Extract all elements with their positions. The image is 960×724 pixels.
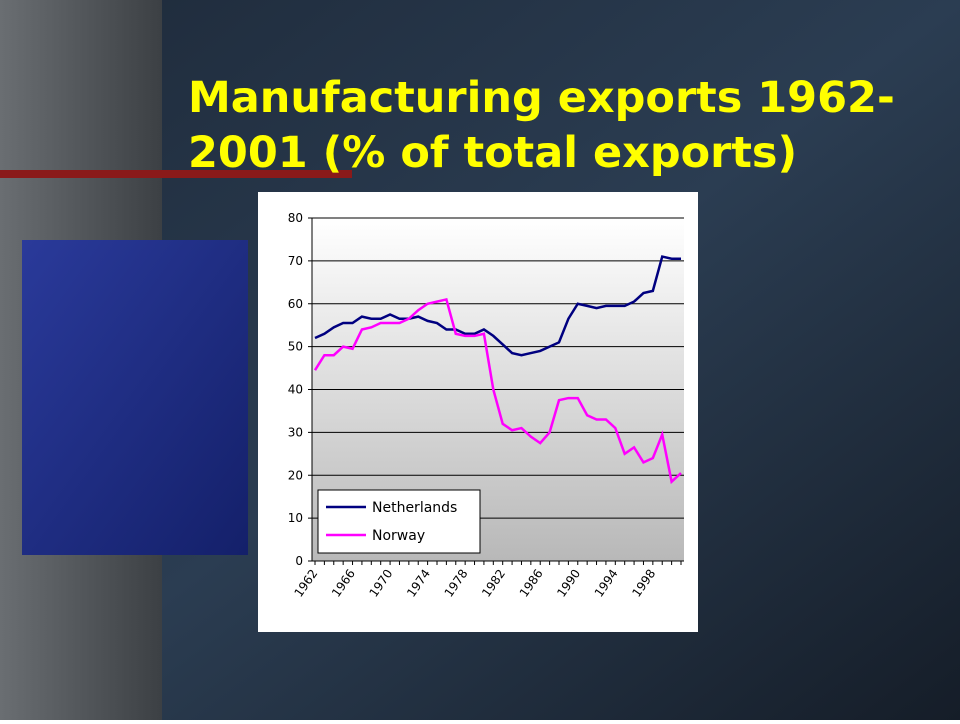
y-tick-label: 30 bbox=[288, 425, 303, 439]
y-tick-label: 70 bbox=[288, 254, 303, 268]
legend-label: Norway bbox=[372, 528, 425, 544]
series-line bbox=[314, 255, 681, 357]
title: Manufacturing exports 1962-2001 (% of to… bbox=[188, 73, 895, 178]
legend-box bbox=[317, 489, 481, 554]
y-tick-label: 10 bbox=[288, 511, 303, 525]
legend-label: Netherlands bbox=[372, 500, 457, 516]
y-tick-label: 20 bbox=[288, 468, 303, 482]
series-line bbox=[313, 297, 682, 485]
y-tick-label: 50 bbox=[288, 340, 303, 354]
y-tick-label: 60 bbox=[288, 297, 303, 311]
accent-bar bbox=[0, 170, 352, 178]
title-line: Manufacturing exports 1962- bbox=[188, 73, 895, 123]
y-tick-label: 80 bbox=[288, 211, 303, 225]
note-box bbox=[22, 240, 248, 555]
title-line: 2001 (% of total exports) bbox=[188, 128, 797, 178]
y-tick-label: 0 bbox=[295, 554, 303, 568]
y-tick-label: 40 bbox=[288, 383, 303, 397]
